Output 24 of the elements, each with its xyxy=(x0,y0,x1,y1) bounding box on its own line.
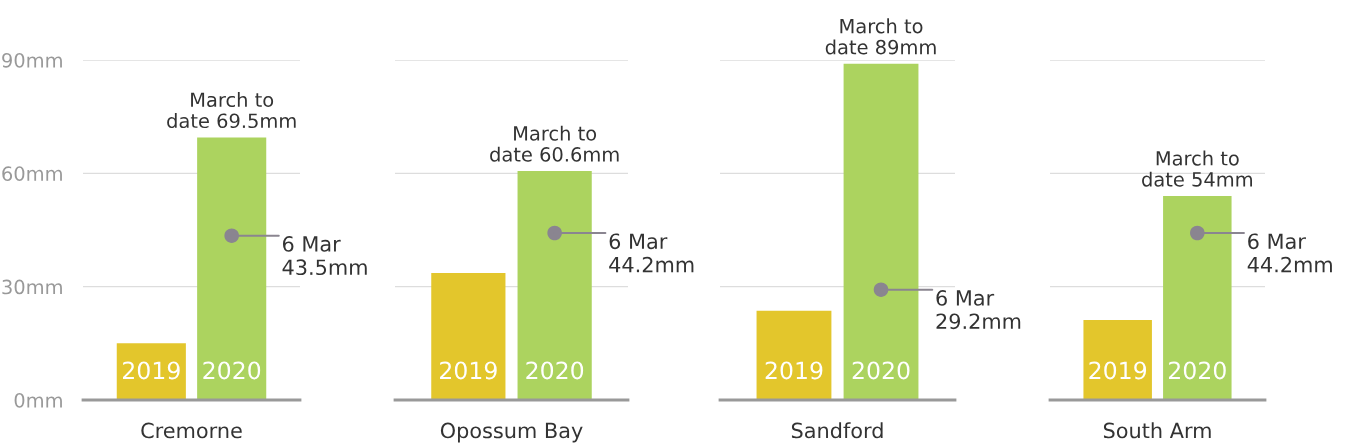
y-tick-label: 90mm xyxy=(2,52,62,68)
y-tick-label: 0mm xyxy=(14,392,62,408)
data-label: March to date 60.6mm xyxy=(490,125,619,162)
data-label: March to date 89mm xyxy=(825,18,936,55)
x-tick-label: 2019 xyxy=(440,361,497,380)
data-label: 6 Mar 44.2mm xyxy=(1247,233,1332,273)
data-label: 6 Mar 29.2mm xyxy=(936,290,1021,330)
x-axis-title: Opossum Bay xyxy=(440,422,583,443)
x-axis-title: South Arm xyxy=(1103,422,1211,439)
x-tick-label: 2020 xyxy=(852,361,910,380)
x-tick-label: 2019 xyxy=(1089,361,1147,380)
x-tick-label: 2019 xyxy=(765,361,823,380)
data-label: March to date 69.5mm xyxy=(167,92,296,129)
data-label: 6 Mar 43.5mm xyxy=(282,236,367,276)
data-label: 6 Mar 44.2mm xyxy=(609,233,694,273)
x-tick-label: 2020 xyxy=(526,361,584,380)
x-axis-title: Cremorne xyxy=(141,422,242,439)
x-tick-label: 2020 xyxy=(203,361,261,380)
data-label: March to date 54mm xyxy=(1142,150,1252,187)
x-tick-label: 2019 xyxy=(123,361,180,380)
x-axis-title: Sandford xyxy=(791,422,883,439)
x-tick-label: 2020 xyxy=(1169,361,1226,380)
y-tick-label: 60mm xyxy=(2,166,62,181)
y-tick-label: 30mm xyxy=(2,279,62,295)
